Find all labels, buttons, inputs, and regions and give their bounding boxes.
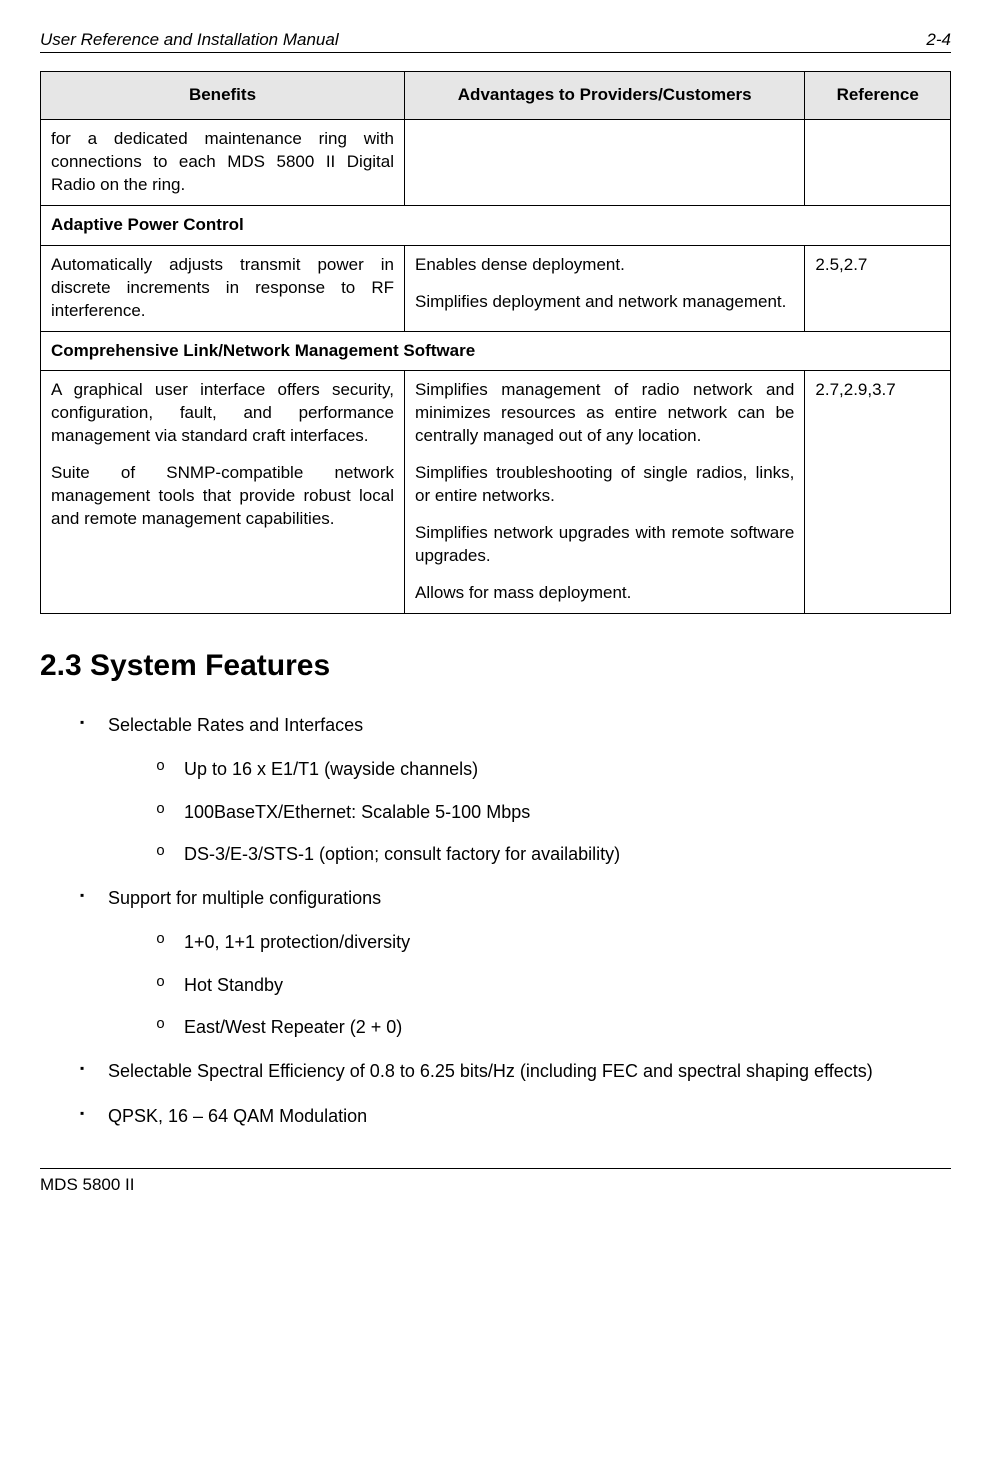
cell-benefit: A graphical user interface offers securi… [41,371,405,614]
table-header-row: Benefits Advantages to Providers/Custome… [41,72,951,120]
section-heading: 2.3 System Features [40,649,951,683]
para: Simplifies troubleshooting of single rad… [415,463,794,505]
list-item: Selectable Spectral Efficiency of 0.8 to… [80,1059,951,1083]
page-footer: MDS 5800 II [40,1168,951,1195]
list-item: 1+0, 1+1 protection/diversity [156,930,951,954]
table-section-row: Adaptive Power Control [41,205,951,245]
list-item: Hot Standby [156,973,951,997]
list-item: East/West Repeater (2 + 0) [156,1015,951,1039]
para: Enables dense deployment. [415,255,625,274]
page-number: 2-4 [926,30,951,50]
table-row: Automatically adjusts transmit power in … [41,245,951,331]
list-item: Selectable Rates and Interfaces Up to 16… [80,713,951,866]
doc-title: User Reference and Installation Manual [40,30,339,50]
section-label: Comprehensive Link/Network Management So… [41,331,951,371]
section-label: Adaptive Power Control [41,205,951,245]
col-benefits: Benefits [41,72,405,120]
para: Suite of SNMP-compatible network managem… [51,463,394,528]
list-item: QPSK, 16 – 64 QAM Modulation [80,1104,951,1128]
cell-reference: 2.5,2.7 [805,245,951,331]
table-section-row: Comprehensive Link/Network Management So… [41,331,951,371]
cell-advantage: Simplifies management of radio network a… [405,371,805,614]
sub-list: 1+0, 1+1 protection/diversity Hot Standb… [108,930,951,1039]
table-row: for a dedicated maintenance ring with co… [41,119,951,205]
cell-benefit: Automatically adjusts transmit power in … [41,245,405,331]
col-reference: Reference [805,72,951,120]
item-label: Selectable Rates and Interfaces [108,715,363,735]
benefits-table: Benefits Advantages to Providers/Custome… [40,71,951,614]
item-label: Support for multiple configurations [108,888,381,908]
cell-advantage: Enables dense deployment. Simplifies dep… [405,245,805,331]
cell-reference [805,119,951,205]
sub-list: Up to 16 x E1/T1 (wayside channels) 100B… [108,757,951,866]
para: A graphical user interface offers securi… [51,380,394,445]
list-item: Up to 16 x E1/T1 (wayside channels) [156,757,951,781]
col-advantages: Advantages to Providers/Customers [405,72,805,120]
para: Simplifies management of radio network a… [415,380,794,445]
page-header: User Reference and Installation Manual 2… [40,30,951,53]
list-item: Support for multiple configurations 1+0,… [80,886,951,1039]
para: Simplifies network upgrades with remote … [415,523,794,565]
para: Allows for mass deployment. [415,583,631,602]
table-row: A graphical user interface offers securi… [41,371,951,614]
list-item: DS-3/E-3/STS-1 (option; consult factory … [156,842,951,866]
cell-advantage [405,119,805,205]
cell-reference: 2.7,2.9,3.7 [805,371,951,614]
para: Simplifies deployment and network manage… [415,292,786,311]
list-item: 100BaseTX/Ethernet: Scalable 5-100 Mbps [156,800,951,824]
feature-list: Selectable Rates and Interfaces Up to 16… [40,713,951,1128]
cell-benefit: for a dedicated maintenance ring with co… [41,119,405,205]
